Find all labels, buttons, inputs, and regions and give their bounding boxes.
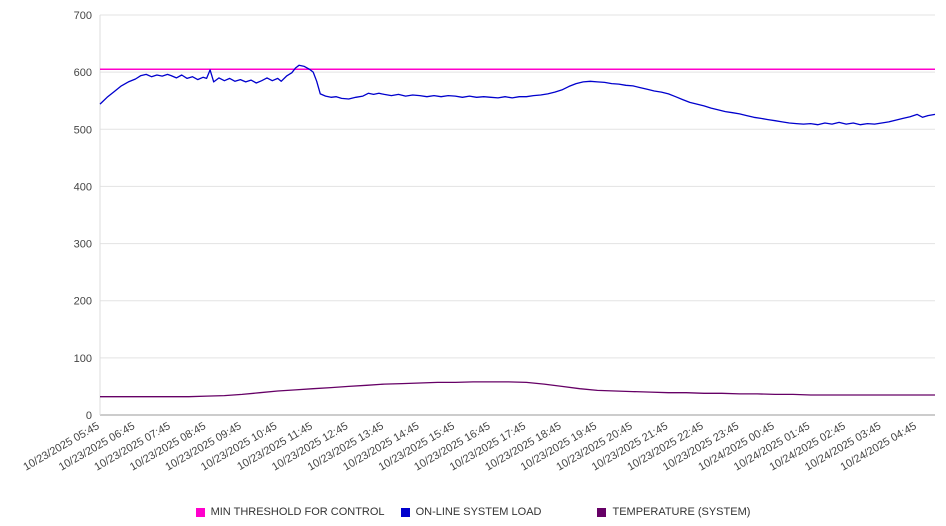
- y-axis-tick-label: 300: [74, 239, 92, 251]
- legend-item-temperature: TEMPERATURE (SYSTEM): [597, 506, 750, 518]
- y-axis-tick-label: 0: [86, 410, 92, 422]
- y-axis-tick-label: 600: [74, 67, 92, 79]
- legend-item-min-threshold: MIN THRESHOLD FOR CONTROL: [195, 506, 385, 518]
- y-axis-tick-label: 700: [74, 10, 92, 22]
- legend-swatch-min-threshold: [195, 507, 205, 517]
- legend-swatch-system-load: [400, 507, 410, 517]
- series-line-temperature-system: [100, 381, 935, 398]
- legend-label-temperature: TEMPERATURE (SYSTEM): [612, 506, 751, 518]
- y-axis-tick-label: 200: [74, 296, 92, 308]
- legend-swatch-temperature: [597, 507, 607, 517]
- legend-item-system-load: ON-LINE SYSTEM LOAD: [400, 506, 542, 518]
- legend-label-min-threshold: MIN THRESHOLD FOR CONTROL: [210, 506, 385, 518]
- series-line-on-line-system-load: [99, 64, 936, 126]
- legend-label-system-load: ON-LINE SYSTEM LOAD: [415, 506, 542, 518]
- y-axis-tick-label: 100: [74, 353, 92, 365]
- chart-legend: MIN THRESHOLD FOR CONTROL ON-LINE SYSTEM…: [0, 506, 946, 518]
- y-axis-tick-label: 500: [74, 124, 92, 136]
- y-axis-tick-label: 400: [74, 181, 92, 193]
